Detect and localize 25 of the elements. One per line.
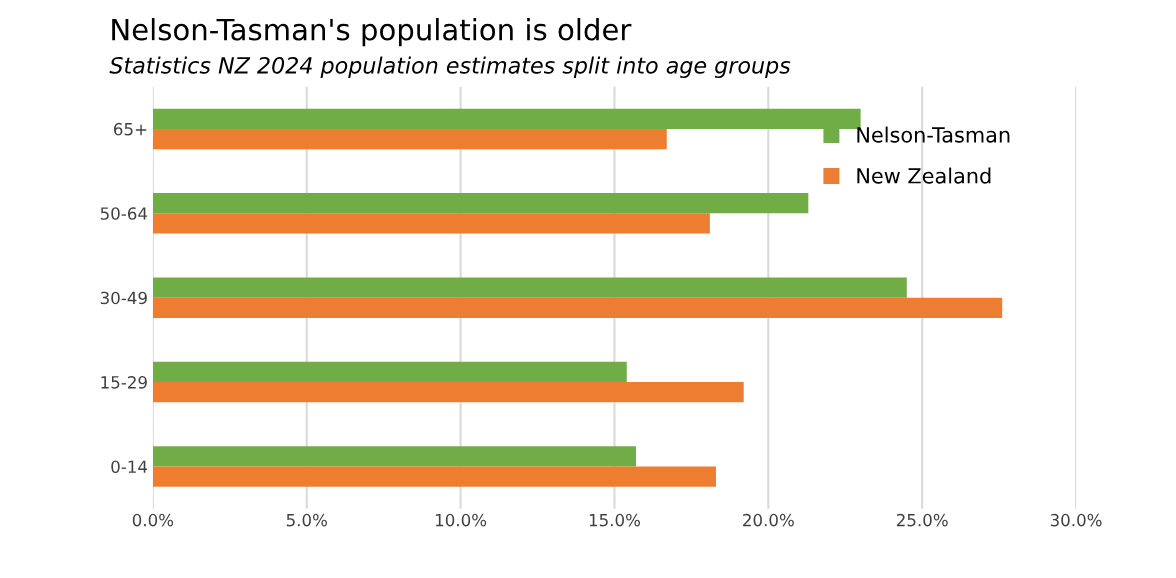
bar — [152, 361, 627, 383]
x-tick-label: 30.0% — [1050, 513, 1102, 527]
bar — [152, 446, 636, 467]
bar — [152, 128, 667, 150]
x-tick-label: 25.0% — [896, 513, 948, 527]
bar — [152, 297, 1003, 318]
bar — [152, 277, 907, 298]
x-tick-label: 20.0% — [743, 513, 794, 527]
x-tick-label: 5.0% — [286, 513, 327, 527]
bar — [152, 213, 710, 234]
y-tick-label: 65+ — [114, 122, 147, 136]
chart-subtitle: Statistics NZ 2024 population estimates split into age groups — [109, 56, 791, 79]
bar — [152, 382, 744, 403]
y-tick-label: 15-29 — [101, 376, 147, 389]
y-tick-label: 0-14 — [111, 460, 148, 474]
bar — [152, 466, 717, 487]
y-tick-label: 30-49 — [100, 291, 147, 305]
y-tick-label: 50-64 — [100, 207, 148, 220]
legend-label: New Zealand — [857, 167, 991, 184]
bar — [152, 193, 809, 214]
chart-title: Nelson-Tasman's population is older — [112, 18, 632, 47]
x-tick-label: 0.0% — [132, 513, 174, 527]
legend-label: Nelson-Tasman — [857, 126, 1010, 143]
x-tick-label: 15.0% — [589, 513, 641, 527]
x-tick-label: 10.0% — [435, 513, 487, 527]
